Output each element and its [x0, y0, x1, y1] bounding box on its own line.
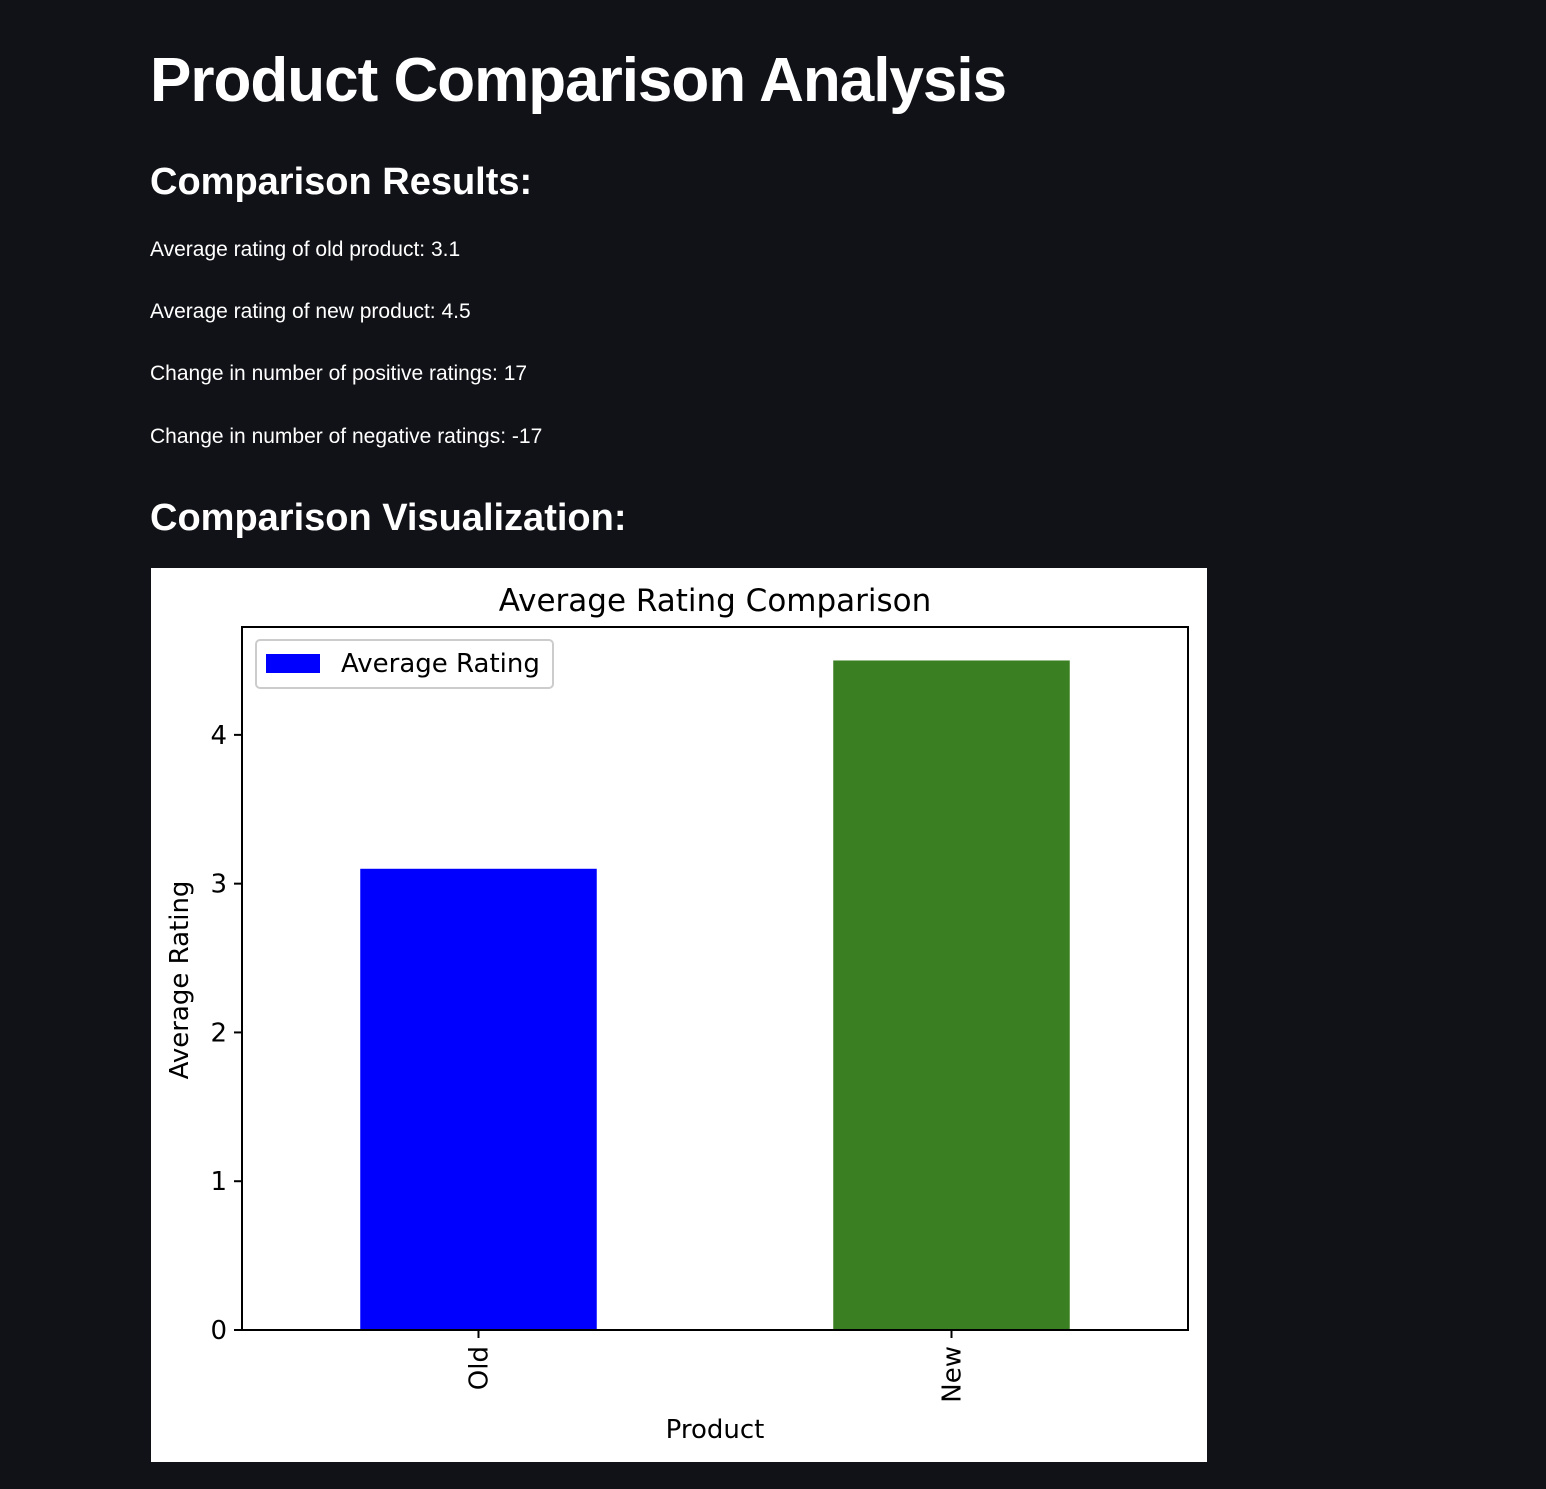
bars-group: [360, 660, 1070, 1330]
stat-old-average: Average rating of old product: 3.1: [150, 238, 461, 261]
x-tick-label: Old: [465, 1346, 495, 1390]
x-axis-label: Product: [666, 1415, 765, 1445]
stat-negative-change: Change in number of negative ratings: -1…: [150, 425, 543, 448]
bar-new: [833, 660, 1070, 1330]
y-tick-label: 1: [210, 1167, 227, 1197]
y-tick-label: 0: [210, 1316, 227, 1346]
stat-new-average: Average rating of new product: 4.5: [150, 300, 471, 323]
y-tick-label: 4: [210, 721, 227, 751]
plot-area-frame: [241, 626, 1189, 1331]
chart-svg: Average Rating Comparison 0 1 2 3 4 Old New A…: [165, 583, 1189, 1445]
page-title: Product Comparison Analysis: [150, 46, 1007, 115]
x-axis-ticks: Old New: [465, 1330, 968, 1403]
chart-title: Average Rating Comparison: [499, 583, 932, 619]
y-tick-label: 2: [210, 1018, 227, 1048]
bar-chart: Average Rating Comparison 0 1 2 3 4 Old New A…: [151, 568, 1207, 1462]
y-axis-label: Average Rating: [165, 881, 195, 1080]
legend-label: Average Rating: [341, 649, 540, 679]
y-tick-label: 3: [210, 870, 227, 900]
chart-legend: Average Rating: [255, 639, 554, 689]
legend-box: [255, 639, 554, 689]
legend-swatch: [266, 654, 320, 673]
results-heading: Comparison Results:: [150, 161, 533, 203]
visualization-heading: Comparison Visualization:: [150, 497, 627, 539]
stat-positive-change: Change in number of positive ratings: 17: [150, 362, 528, 385]
bar-old: [360, 868, 597, 1330]
x-tick-label: New: [938, 1346, 968, 1403]
y-axis-ticks: 0 1 2 3 4: [210, 721, 242, 1346]
